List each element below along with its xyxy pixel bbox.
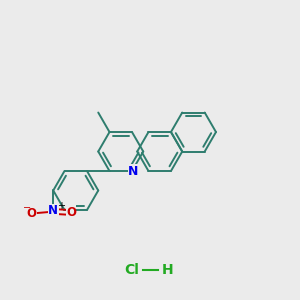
Text: N: N xyxy=(128,164,139,178)
Text: +: + xyxy=(57,201,65,211)
Text: H: H xyxy=(162,263,174,277)
Text: −: − xyxy=(23,203,31,213)
Text: O: O xyxy=(27,207,37,220)
Text: Cl: Cl xyxy=(124,263,140,277)
Text: N: N xyxy=(48,204,58,217)
Text: O: O xyxy=(66,206,76,219)
